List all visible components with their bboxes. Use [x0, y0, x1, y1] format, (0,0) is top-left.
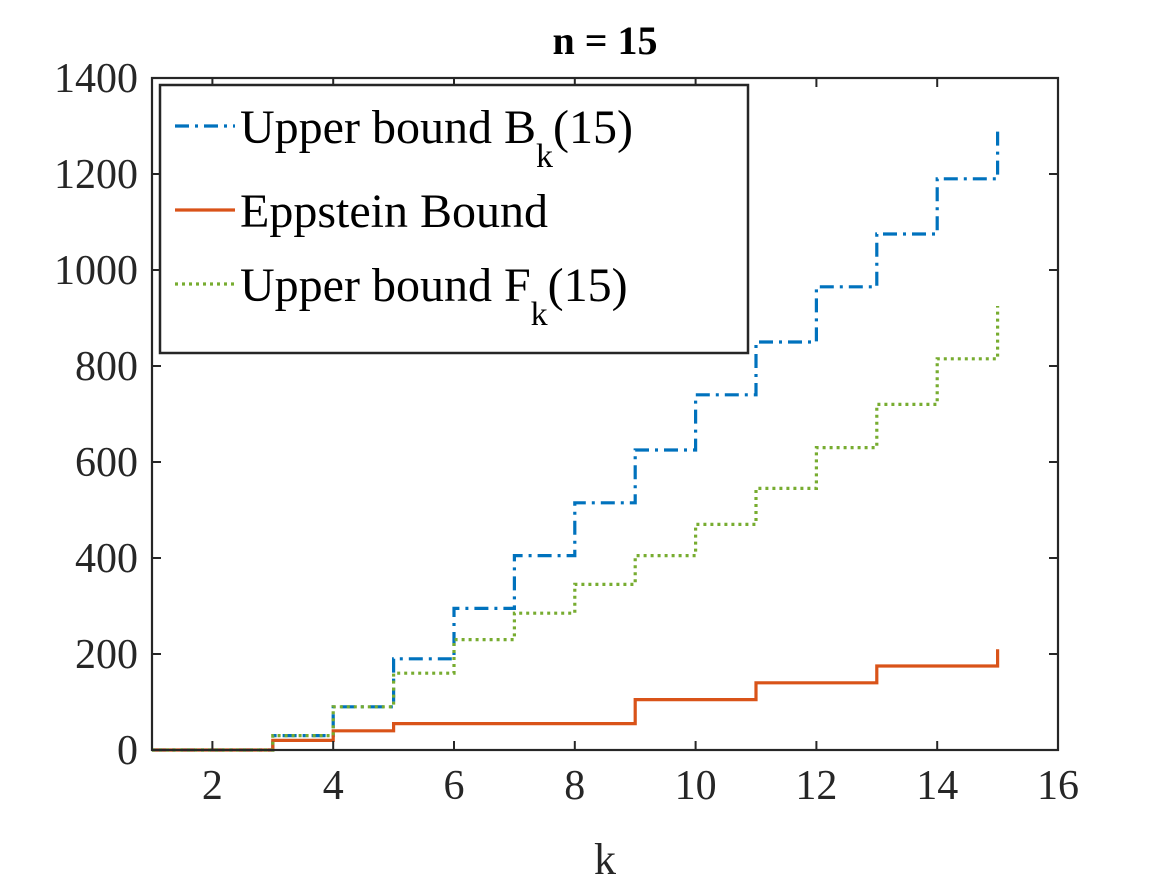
x-tick-label: 10 [675, 763, 717, 809]
axes: 2 4 6 8 10 12 14 16 0 200 400 600 800 1000 1200 1400 [54, 56, 1079, 809]
x-axis-label: k [594, 835, 616, 884]
y-tick-label: 400 [75, 536, 138, 582]
y-tick-label: 0 [117, 728, 138, 774]
x-tick-label: 4 [323, 763, 344, 809]
legend-label-0: Upper bound Bk(15) [240, 101, 633, 175]
y-tick-label: 1400 [54, 56, 138, 102]
series-line-1 [152, 649, 1000, 752]
y-tick-label: 1000 [54, 248, 138, 294]
x-tick-label: 12 [795, 763, 837, 809]
y-tick-label: 200 [75, 632, 138, 678]
y-tick-label: 800 [75, 344, 138, 390]
y-tick-label: 1200 [54, 152, 138, 198]
x-tick-label: 2 [202, 763, 223, 809]
legend-label-1: Eppstein Bound [240, 185, 548, 238]
series-line-2 [152, 306, 1000, 752]
x-tick-label: 8 [564, 763, 585, 809]
x-tick-label: 16 [1037, 763, 1079, 809]
legend-label-2: Upper bound Fk(15) [240, 259, 628, 333]
legend: Upper bound Bk(15) Eppstein Bound Upper bo… [158, 83, 750, 355]
series-layer [152, 126, 1000, 752]
legend-box [158, 83, 750, 355]
x-tick-label: 14 [916, 763, 958, 809]
plot-frame [150, 76, 1060, 752]
y-tick-label: 600 [75, 440, 138, 486]
chart-title: n = 15 [552, 18, 657, 63]
x-tick-label: 6 [444, 763, 465, 809]
